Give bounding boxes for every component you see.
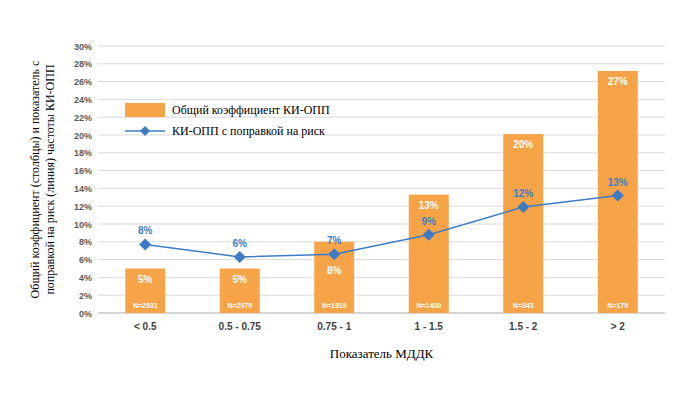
grid-line	[98, 241, 665, 242]
y-tick-label: 8%	[79, 237, 92, 247]
bar	[503, 134, 543, 313]
line-label: 13%	[608, 177, 628, 188]
bar	[598, 71, 638, 313]
legend-label: КИ-ОПП с поправкой на риск	[172, 124, 325, 138]
bar	[409, 195, 449, 313]
bar	[220, 269, 260, 314]
y-tick-label: 30%	[74, 42, 92, 52]
x-tick-label: < 0.5	[134, 321, 157, 332]
y-tick-label: 6%	[79, 255, 92, 265]
y-tick-label: 22%	[74, 113, 92, 123]
legend: Общий коэффициент КИ-ОПП КИ-ОПП с поправк…	[125, 103, 330, 138]
grid-line	[98, 46, 665, 47]
grid-line	[98, 224, 665, 225]
y-tick-label: 18%	[74, 148, 92, 158]
grid-line	[98, 63, 665, 64]
bar-label: 5%	[233, 274, 248, 285]
bar-annotation: N=178	[607, 302, 628, 309]
grid-line	[98, 188, 665, 189]
bar	[314, 242, 354, 313]
x-tick-label: 0.5 - 0.75	[219, 321, 262, 332]
legend-swatch	[125, 103, 165, 117]
line-marker	[517, 201, 529, 213]
bar-label: 8%	[327, 265, 342, 276]
bar-label: 20%	[513, 139, 533, 150]
line	[145, 196, 618, 257]
y-tick-label: 10%	[74, 220, 92, 230]
x-tick-label: > 2	[611, 321, 626, 332]
grid-line	[98, 313, 665, 314]
grid-line	[98, 295, 665, 296]
y-tick-label: 0%	[79, 309, 92, 319]
line-marker	[612, 190, 624, 202]
x-tick-label: 0.75 - 1	[317, 321, 351, 332]
line-marker	[328, 248, 340, 260]
y-tick-label: 28%	[74, 59, 92, 69]
line-label: 9%	[422, 216, 437, 227]
line-label: 7%	[327, 235, 342, 246]
plot-area	[125, 71, 638, 313]
bar-label: 5%	[138, 274, 153, 285]
x-tick-label: 1 - 1.5	[415, 321, 444, 332]
y-tick-label: 16%	[74, 166, 92, 176]
line-marker	[139, 238, 151, 250]
grid-line	[98, 99, 665, 100]
bar-annotation: N=2979	[227, 302, 252, 309]
chart: 0% 2% 4% 6% 8% 10% 12% 14% 16% 18% 20% 22% 24% 26% 28%…	[0, 0, 700, 394]
legend-marker	[140, 126, 150, 136]
bar-annotation: N=2931	[133, 302, 158, 309]
data-labels: 5% N=2931 5% N=2979 8% N=1919 13% N=1430 20% N=34…	[133, 76, 628, 309]
bar-annotation: N=1430	[416, 302, 441, 309]
x-axis-line	[98, 313, 665, 314]
legend-label: Общий коэффициент КИ-ОПП	[172, 103, 330, 117]
bar-annotation: N=343	[513, 302, 534, 309]
line-marker	[423, 229, 435, 241]
y-tick-label: 14%	[74, 184, 92, 194]
grid-line	[98, 152, 665, 153]
grid-line	[98, 206, 665, 207]
y-tick-label: 12%	[74, 202, 92, 212]
y-tick-label: 20%	[74, 131, 92, 141]
y-tick-label: 24%	[74, 95, 92, 105]
bar	[125, 269, 165, 314]
bar-label: 13%	[419, 200, 439, 211]
y-axis-label: Общий коэффициент (столбцы) и показатель…	[28, 61, 57, 299]
line-label: 6%	[233, 238, 248, 249]
line-marker	[234, 251, 246, 263]
y-tick-label: 26%	[74, 77, 92, 87]
grid-line	[98, 277, 665, 278]
grid-line	[98, 170, 665, 171]
bar-label: 27%	[608, 76, 628, 87]
grid-line	[98, 259, 665, 260]
x-tick-label: 1.5 - 2	[509, 321, 538, 332]
y-tick-label: 2%	[79, 291, 92, 301]
x-axis-label: Показатель МДДК	[330, 346, 434, 361]
line-label: 8%	[138, 225, 153, 236]
y-tick-label: 4%	[79, 273, 92, 283]
grid-line	[98, 81, 665, 82]
line-label: 12%	[513, 188, 533, 199]
bar-annotation: N=1919	[322, 302, 347, 309]
